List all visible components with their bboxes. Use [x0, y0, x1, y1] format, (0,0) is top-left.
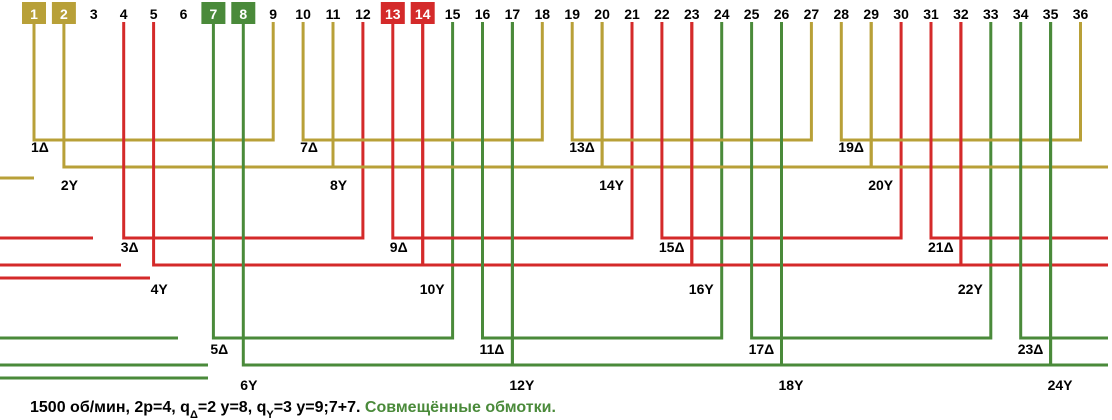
coil-wire: [929, 22, 1108, 240]
coil-label: 12Y: [509, 377, 535, 393]
coil-wire: [152, 22, 425, 267]
coil-wire: [241, 22, 514, 367]
slot-number: 6: [180, 6, 188, 22]
slot-number: 16: [475, 6, 491, 22]
coil-wire: [510, 22, 783, 367]
coil-wire: [600, 22, 873, 169]
coil-label: 13Δ: [569, 139, 595, 155]
coil-label: 7Δ: [300, 139, 318, 155]
slot-highlight: [51, 2, 76, 24]
slot-number: 32: [953, 6, 969, 22]
coil-label: 24Y: [1048, 377, 1074, 393]
coil-label: 4Y: [151, 281, 169, 297]
coil-label: 11Δ: [480, 341, 505, 357]
slot-highlight: [201, 2, 226, 24]
coil-wire: [1049, 22, 1108, 367]
coil-label: 9Δ: [390, 239, 408, 255]
coil-wire: [959, 22, 1108, 267]
slot-highlight: [231, 2, 256, 24]
slot-number: 9: [269, 6, 277, 22]
caption-sub: Y: [266, 409, 274, 420]
caption-text: 1500 об/мин, 2p=4, q: [30, 399, 190, 416]
slot-number: 27: [804, 6, 820, 22]
coil-wire: [780, 22, 1053, 367]
coil-label: 19Δ: [838, 139, 864, 155]
slot-highlight: [410, 2, 435, 24]
slot-number: 10: [295, 6, 311, 22]
coil-wire: [690, 22, 963, 267]
coil-label: 14Y: [599, 177, 625, 193]
wires: [0, 22, 1108, 380]
coil-wire: [750, 22, 993, 340]
slot-number: 25: [744, 6, 760, 22]
coil-label: 2Y: [61, 177, 79, 193]
slot-highlight: [22, 2, 46, 24]
slot-number: 36: [1073, 6, 1089, 22]
slot-number: 28: [834, 6, 850, 22]
coil-wire: [869, 22, 1108, 169]
slot-number: 24: [714, 6, 730, 22]
slot-number: 12: [355, 6, 371, 22]
slot-number: 31: [923, 6, 939, 22]
slot-number: 13: [385, 6, 401, 22]
slot-number: 23: [684, 6, 700, 22]
slot-highlight: [380, 2, 405, 24]
slot-number: 30: [893, 6, 909, 22]
coil-wire: [421, 22, 694, 267]
coil-label: 17Δ: [749, 341, 775, 357]
coil-label: 15Δ: [659, 239, 685, 255]
caption-text: =3 y=9;7+7.: [274, 399, 365, 416]
coil-label: 1Δ: [31, 139, 49, 155]
coil-wire: [481, 22, 724, 340]
slot-number: 33: [983, 6, 999, 22]
coil-label: 16Y: [689, 281, 715, 297]
slot-number: 35: [1043, 6, 1059, 22]
slot-number: 5: [150, 6, 158, 22]
coil-wire: [211, 22, 455, 340]
slot-number: 11: [326, 6, 341, 22]
slot-number: 2: [60, 6, 68, 22]
slot-number: 7: [210, 6, 218, 22]
slot-number: 4: [120, 6, 128, 22]
coil-label: 3Δ: [121, 239, 139, 255]
slot-number: 34: [1013, 6, 1029, 22]
caption: 1500 об/мин, 2p=4, qΔ=2 y=8, qY=3 y=9;7+…: [30, 399, 556, 420]
slot-number: 19: [564, 6, 580, 22]
coil-label: 22Y: [958, 281, 984, 297]
coil-wire: [331, 22, 604, 169]
coil-label: 5Δ: [210, 341, 228, 357]
coil-label: 18Y: [779, 377, 805, 393]
slot-number: 18: [535, 6, 551, 22]
slot-number: 8: [239, 6, 247, 22]
labels: 1Δ 2Y 3Δ 4Y 5Δ 6Y 7Δ 8Y 9Δ 10Y 11Δ 12Y 13Δ 14Y 15Δ 16Y 1…: [22, 2, 1088, 393]
caption-text: =2 y=8, q: [198, 399, 267, 416]
caption-sub: Δ: [190, 409, 198, 420]
coil-label: 10Y: [420, 281, 446, 297]
slot-number: 29: [863, 6, 879, 22]
coil-label: 20Y: [868, 177, 894, 193]
slot-number: 1: [30, 6, 38, 22]
slot-number: 21: [624, 6, 640, 22]
slot-number: 20: [594, 6, 610, 22]
caption-highlight: Совмещённые обмотки.: [365, 399, 556, 416]
slot-number: 26: [774, 6, 790, 22]
slot-number: 22: [654, 6, 670, 22]
slot-number: 3: [90, 6, 98, 22]
coil-wire: [1019, 22, 1108, 340]
coil-label: 23Δ: [1018, 341, 1044, 357]
coil-wire: [62, 22, 335, 169]
coil-label: 6Y: [240, 377, 258, 393]
slot-number: 17: [505, 6, 521, 22]
coil-label: 21Δ: [928, 239, 954, 255]
slot-number: 14: [415, 6, 431, 22]
coil-label: 8Y: [330, 177, 348, 193]
slot-number: 15: [445, 6, 461, 22]
